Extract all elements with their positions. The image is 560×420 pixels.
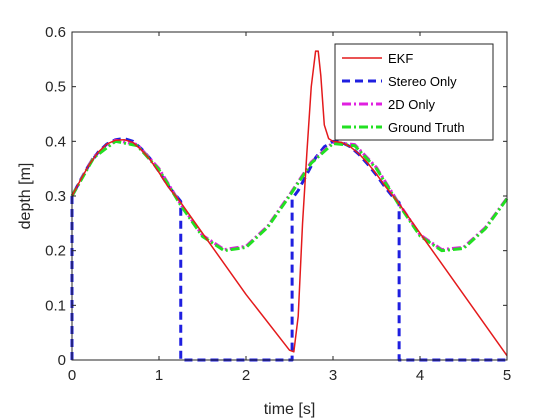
y-tick-label: 0.6: [45, 24, 66, 41]
legend: EKF Stereo Only 2D Only Ground Truth: [334, 43, 494, 141]
y-tick-label: 0.4: [45, 133, 66, 150]
legend-box: [334, 43, 494, 141]
y-tick-label: 0.2: [45, 243, 66, 260]
tick-layer: 0 1 2 3 4 5 0 0.1 0.2 0.3 0.4 0.5 0.6: [45, 24, 511, 384]
y-axis-title: depth [m]: [17, 163, 34, 230]
y-tick-label: 0.5: [45, 79, 66, 96]
x-tick-label: 5: [503, 367, 511, 384]
x-tick-label: 0: [68, 367, 76, 384]
y-tick-label: 0.3: [45, 188, 66, 205]
legend-label: Stereo Only: [388, 74, 457, 89]
x-tick-label: 3: [329, 367, 337, 384]
series-line-ekf: [71, 50, 508, 357]
y-tick-label: 0.1: [45, 297, 66, 314]
legend-label: Ground Truth: [388, 120, 465, 135]
legend-label: EKF: [388, 51, 413, 66]
x-tick-label: 2: [242, 367, 250, 384]
x-tick-label: 4: [416, 367, 424, 384]
legend-label: 2D Only: [388, 97, 435, 112]
x-tick-label: 1: [155, 367, 163, 384]
x-axis-title: time [s]: [264, 401, 316, 418]
y-tick-label: 0: [58, 352, 66, 369]
